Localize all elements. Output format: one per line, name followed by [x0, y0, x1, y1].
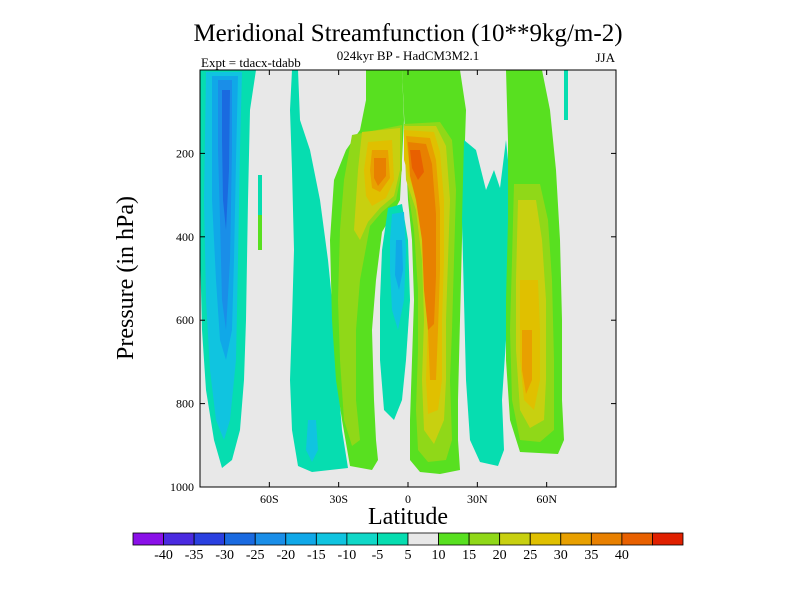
colorbar-label: -30 [215, 548, 234, 563]
y-tick-label: 1000 [170, 480, 194, 494]
colorbar-swatch [499, 532, 531, 546]
colorbar-swatch [438, 532, 470, 546]
x-tick-label: 0 [405, 492, 411, 506]
colorbar-label: -40 [154, 548, 173, 563]
x-tick-label: 30S [329, 492, 348, 506]
polar-cell-peak [222, 90, 230, 230]
colorbar-swatch [468, 532, 501, 546]
colorbar-swatch [652, 532, 684, 546]
midlat-band-core [306, 420, 318, 462]
polar-narrow-strip-2 [258, 215, 262, 250]
colorbar-swatch [132, 532, 164, 546]
y-tick-label: 800 [176, 397, 194, 411]
colorbar-label: 5 [405, 548, 412, 563]
colorbar-swatch [346, 532, 378, 546]
x-tick-label: 30N [467, 492, 488, 506]
equatorial-cell-peak [410, 150, 424, 180]
midlat-cell-north-core [522, 330, 532, 394]
x-tick-label: 60N [536, 492, 557, 506]
northern-narrow-strip [564, 70, 568, 120]
colorbar-swatch [377, 532, 409, 546]
colorbar-label: -25 [246, 548, 265, 563]
colorbar-label: -15 [307, 548, 326, 563]
colorbar-label: 40 [615, 548, 629, 563]
experiment-label: Expt = tdacx-tdabb [201, 55, 301, 70]
colorbar-swatch [224, 532, 256, 546]
colorbar-label: 10 [432, 548, 446, 563]
colorbar-label: 35 [584, 548, 598, 563]
x-tick-label: 60S [260, 492, 279, 506]
colorbar-swatch [560, 532, 592, 546]
colorbar-label: -10 [338, 548, 357, 563]
x-axis-ticks: 60S 30S 0 30N 60N [260, 70, 557, 506]
polar-narrow-strip [258, 175, 262, 215]
x-axis-label: Latitude [368, 504, 448, 530]
colorbar-swatch [163, 532, 195, 546]
equatorial-negative-peak [395, 240, 403, 290]
y-tick-label: 600 [176, 313, 194, 327]
colorbar-label: -5 [372, 548, 384, 563]
hadley-south-green2 [338, 125, 402, 446]
y-tick-label: 200 [176, 146, 194, 160]
colorbar-labels: -40 -35 -30 -25 -20 -15 -10 -5 5 10 15 20 25 30 35 40 [154, 548, 629, 563]
equatorial-cell-core [408, 142, 436, 330]
colorbar-label: 20 [493, 548, 507, 563]
colorbar [132, 532, 684, 546]
y-axis-label: Pressure (in hPa) [113, 196, 139, 360]
chart-title: Meridional Streamfunction (10**9kg/m-2) [193, 20, 622, 47]
colorbar-swatch [407, 532, 439, 546]
chart-subtitle: 024kyr BP - HadCM3M2.1 [337, 48, 480, 63]
hadley-south-peak [374, 158, 386, 186]
contour-field [200, 70, 568, 474]
colorbar-swatch [529, 532, 562, 546]
colorbar-label: 30 [554, 548, 568, 563]
colorbar-swatch [621, 532, 653, 546]
midlat-band-south [290, 70, 348, 472]
colorbar-label: 15 [462, 548, 476, 563]
colorbar-label: -20 [276, 548, 295, 563]
colorbar-label: 25 [523, 548, 537, 563]
colorbar-swatch [285, 532, 317, 546]
colorbar-label: -35 [185, 548, 204, 563]
y-axis-ticks: 200 400 600 800 1000 [170, 146, 616, 494]
tropical-negative-band [462, 140, 510, 466]
colorbar-swatch [315, 532, 348, 546]
y-tick-label: 400 [176, 230, 194, 244]
colorbar-swatch [254, 532, 287, 546]
colorbar-swatch [193, 532, 226, 546]
season-label: JJA [595, 50, 615, 65]
colorbar-swatch [590, 532, 623, 546]
